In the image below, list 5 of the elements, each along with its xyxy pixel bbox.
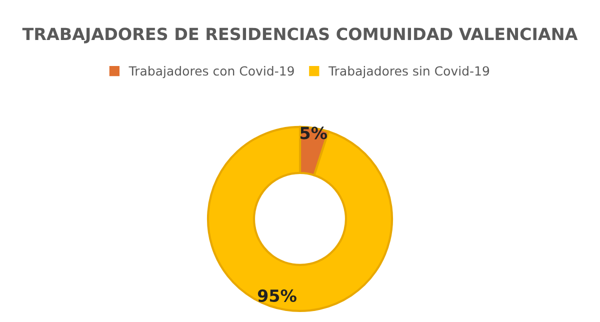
data-label: 95%	[258, 289, 296, 302]
legend-label: Trabajadores con Covid-19	[128, 66, 294, 78]
data-label: 5%	[300, 126, 327, 140]
chart-title: TRABAJADORES DE RESIDENCIAS COMUNIDAD VALENCIANA	[22, 28, 578, 44]
legend-label: Trabajadores sin Covid-19	[328, 66, 490, 78]
